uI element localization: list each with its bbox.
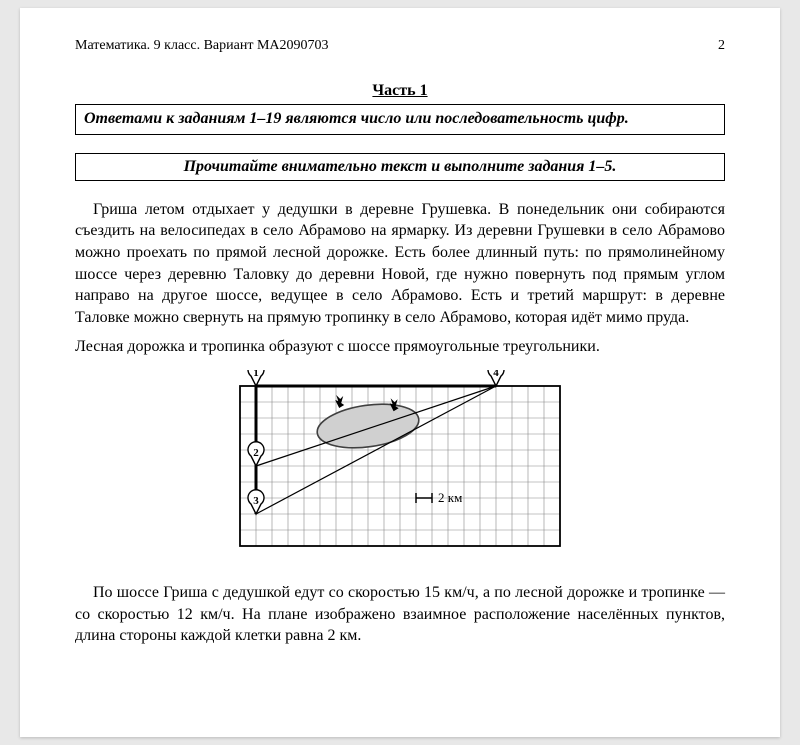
svg-text:2 км: 2 км: [438, 490, 462, 505]
paragraph-1: Гриша летом отдыхает у дедушки в деревне…: [75, 199, 725, 329]
svg-text:2: 2: [253, 447, 259, 459]
header-left: Математика. 9 класс. Вариант МА2090703: [75, 38, 329, 54]
instruction-box: Ответами к заданиям 1–19 являются число …: [75, 104, 725, 135]
svg-text:3: 3: [253, 495, 259, 507]
map-diagram: 2 км 1 2 3 4: [75, 370, 725, 566]
paragraph-3: По шоссе Гриша с дедушкой едут со скорос…: [75, 582, 725, 647]
read-instruction-box: Прочитайте внимательно текст и выполните…: [75, 153, 725, 181]
page-number: 2: [718, 38, 725, 54]
svg-text:1: 1: [253, 370, 259, 379]
page-header: Математика. 9 класс. Вариант МА2090703 2: [75, 38, 725, 54]
paragraph-2: Лесная дорожка и тропинка образуют с шос…: [75, 336, 725, 358]
map-svg: 2 км 1 2 3 4: [220, 370, 580, 566]
svg-text:4: 4: [493, 370, 499, 379]
part-title: Часть 1: [75, 82, 725, 100]
document-page: Математика. 9 класс. Вариант МА2090703 2…: [20, 8, 780, 737]
